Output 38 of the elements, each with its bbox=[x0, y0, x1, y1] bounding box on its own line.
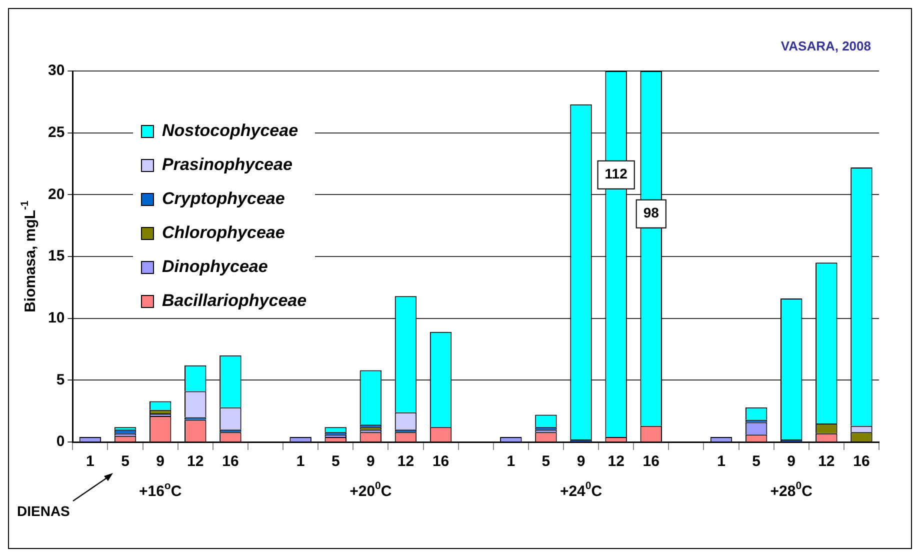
x-tick-label: 9 bbox=[366, 453, 375, 470]
x-tick-label: 9 bbox=[156, 453, 164, 470]
x-tick-label: 5 bbox=[331, 453, 340, 470]
y-tick-label: 5 bbox=[56, 371, 65, 388]
x-tick-label: 5 bbox=[752, 453, 760, 470]
x-tick-label: 1 bbox=[506, 453, 516, 470]
legend-label: Chlorophyceae bbox=[162, 223, 285, 243]
x-tick-label: 16 bbox=[222, 453, 239, 470]
y-tick-label: 20 bbox=[48, 186, 65, 203]
x-tick-label: 12 bbox=[818, 453, 835, 470]
x-tick-label: 1 bbox=[86, 453, 94, 470]
annotation: 98 bbox=[643, 204, 660, 221]
x-tick-label: 12 bbox=[608, 453, 624, 470]
x-tick-label: 9 bbox=[787, 453, 796, 470]
legend-label: Nostocophyceae bbox=[162, 121, 298, 141]
x-tick-label: 1 bbox=[717, 453, 726, 470]
x-tick-label: 9 bbox=[576, 453, 586, 470]
legend-label: Bacillariophyceae bbox=[162, 291, 307, 311]
annotation: 112 bbox=[604, 166, 628, 182]
y-tick-label: 30 bbox=[48, 62, 65, 80]
chart-title: VASARA, 2008 bbox=[780, 38, 872, 54]
x-tick-label: 5 bbox=[542, 453, 550, 470]
text: DIENAS bbox=[17, 502, 70, 519]
legend-label: Dinophyceae bbox=[162, 257, 268, 277]
x-tick-label: 5 bbox=[121, 453, 130, 470]
x-tick-label: 16 bbox=[853, 453, 870, 470]
y-tick-label: 15 bbox=[48, 248, 65, 265]
x-tick-label: 12 bbox=[187, 453, 204, 470]
x-tick-label: 1 bbox=[296, 453, 305, 470]
legend-label: Cryptophyceae bbox=[162, 189, 285, 209]
y-tick-label: 10 bbox=[48, 309, 65, 326]
x-tick-label: 12 bbox=[397, 453, 414, 470]
y-tick-label: 25 bbox=[48, 124, 65, 141]
y-axis-title: Biomasa, mgL-1 bbox=[18, 200, 40, 312]
y-tick-label: 0 bbox=[56, 433, 65, 450]
legend-label: Prasinophyceae bbox=[162, 155, 292, 175]
x-tick-label: 16 bbox=[642, 453, 660, 470]
x-tick-label: 16 bbox=[432, 453, 450, 470]
